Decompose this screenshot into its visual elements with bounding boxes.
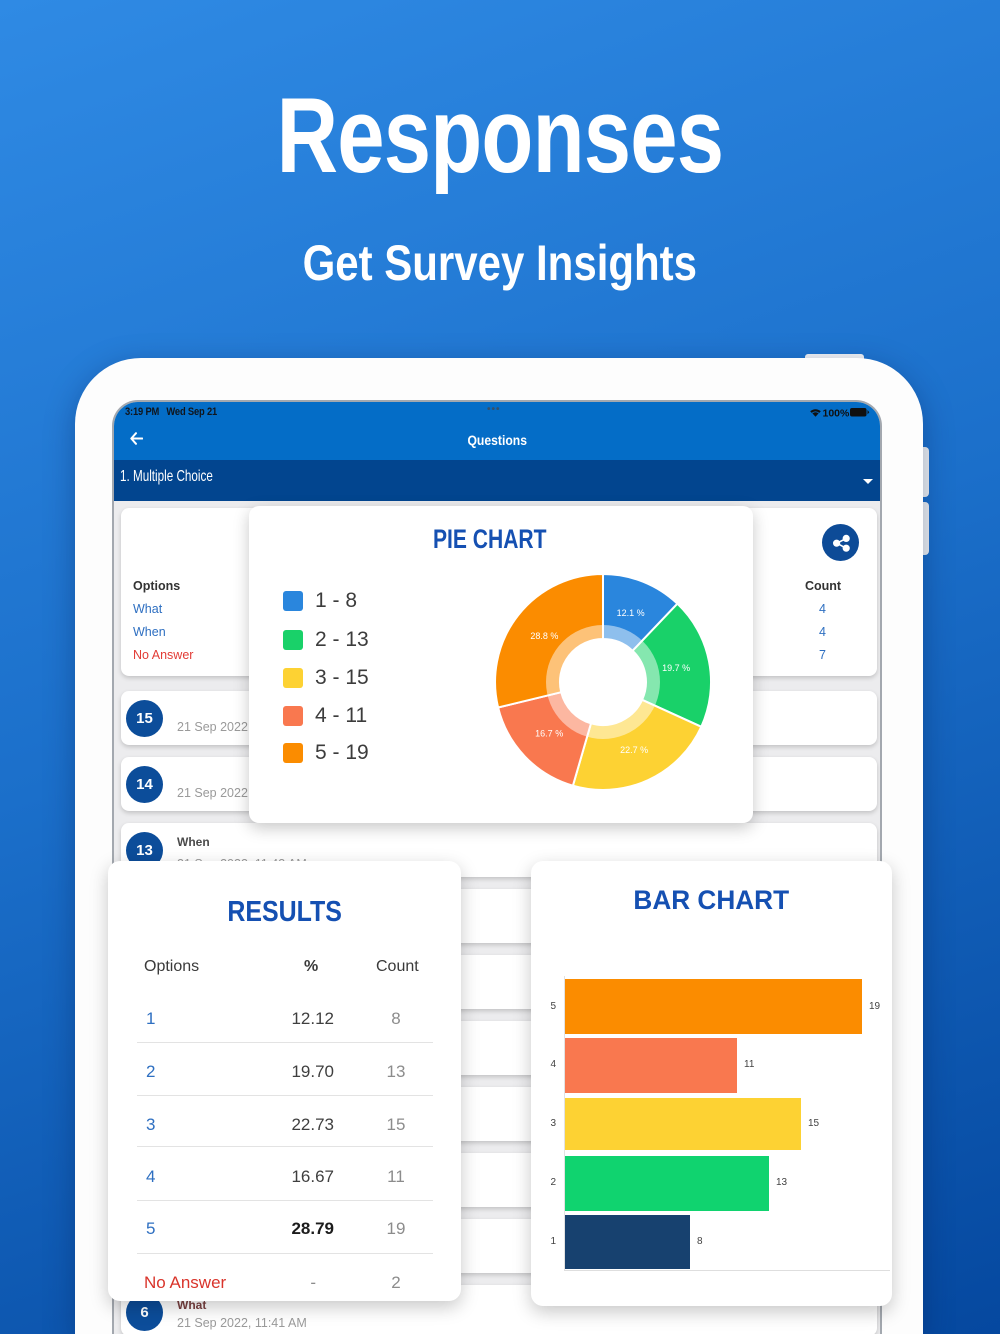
svg-text:12.1 %: 12.1 % — [617, 608, 645, 618]
svg-text:22.7 %: 22.7 % — [620, 745, 648, 755]
svg-text:19.7 %: 19.7 % — [662, 663, 690, 673]
svg-text:28.8 %: 28.8 % — [530, 631, 558, 641]
svg-text:16.7 %: 16.7 % — [535, 729, 563, 739]
svg-text:100%: 100% — [823, 408, 851, 420]
